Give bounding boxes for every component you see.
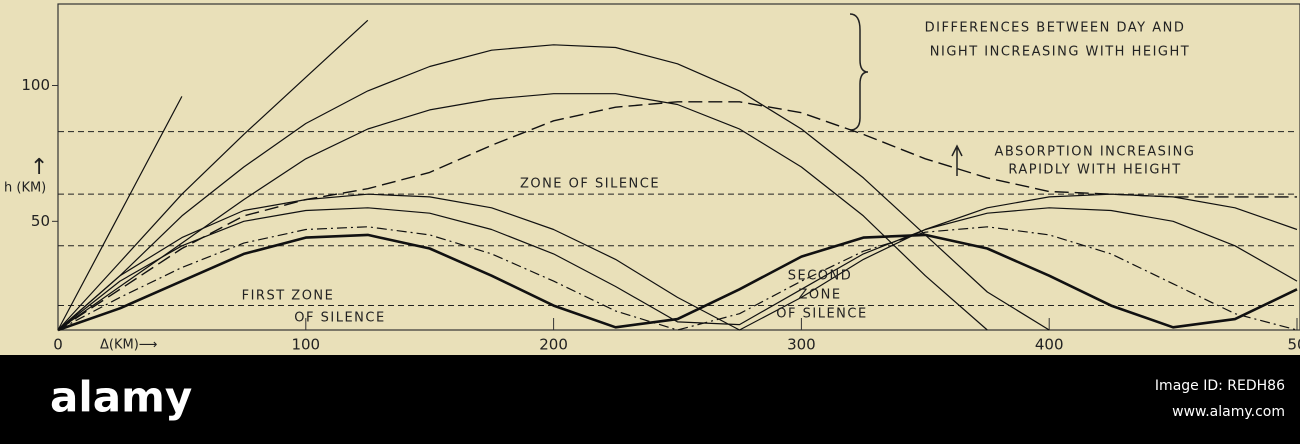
- annotation: ZONE OF SILENCE: [520, 177, 660, 192]
- annotation: OF SILENCE: [294, 311, 385, 326]
- annotation: OF SILENCE: [776, 307, 867, 322]
- y-tick-label: 100: [21, 76, 50, 94]
- x-tick-label: 200: [539, 336, 568, 354]
- ray-path: [57, 101, 1297, 331]
- annotation: RAPIDLY WITH HEIGHT: [1008, 163, 1181, 178]
- paper: [0, 0, 1300, 355]
- ray-path: [57, 19, 369, 331]
- x-tick-label: 400: [1035, 336, 1064, 354]
- x-tick-label: 100: [291, 336, 320, 354]
- ray-path: [57, 93, 988, 331]
- x-tick-label: 0: [53, 336, 63, 354]
- annotation: ZONE: [798, 288, 841, 303]
- image-id: Image ID: REDH86: [1155, 378, 1285, 394]
- annotation: NIGHT INCREASING WITH HEIGHT: [930, 45, 1190, 60]
- annotation-arrow: [951, 144, 963, 176]
- url: www.alamy.com: [1172, 404, 1285, 420]
- ray-path: [57, 44, 1050, 331]
- x-tick-label: 50: [1287, 336, 1300, 354]
- ray-path: [57, 233, 1298, 332]
- brand: alamy: [50, 373, 192, 422]
- ray-path: [57, 193, 1298, 331]
- y-arrow: ↑: [30, 155, 48, 180]
- ray-path: [57, 96, 183, 331]
- watermark-bar: [0, 355, 1300, 444]
- annotation: FIRST ZONE: [242, 289, 335, 304]
- annotation: ABSORPTION INCREASING: [995, 145, 1196, 160]
- brace: [849, 13, 869, 131]
- annotation: SECOND: [788, 269, 853, 284]
- y-tick-label: 50: [31, 212, 50, 230]
- y-axis-label: h (KM): [4, 181, 46, 196]
- x-tick-label: 300: [787, 336, 816, 354]
- annotation: DIFFERENCES BETWEEN DAY AND: [925, 21, 1186, 36]
- ray-path: [57, 226, 1298, 331]
- x-axis-label: Δ(KM)⟶: [100, 338, 157, 353]
- ray-path: [57, 207, 1298, 331]
